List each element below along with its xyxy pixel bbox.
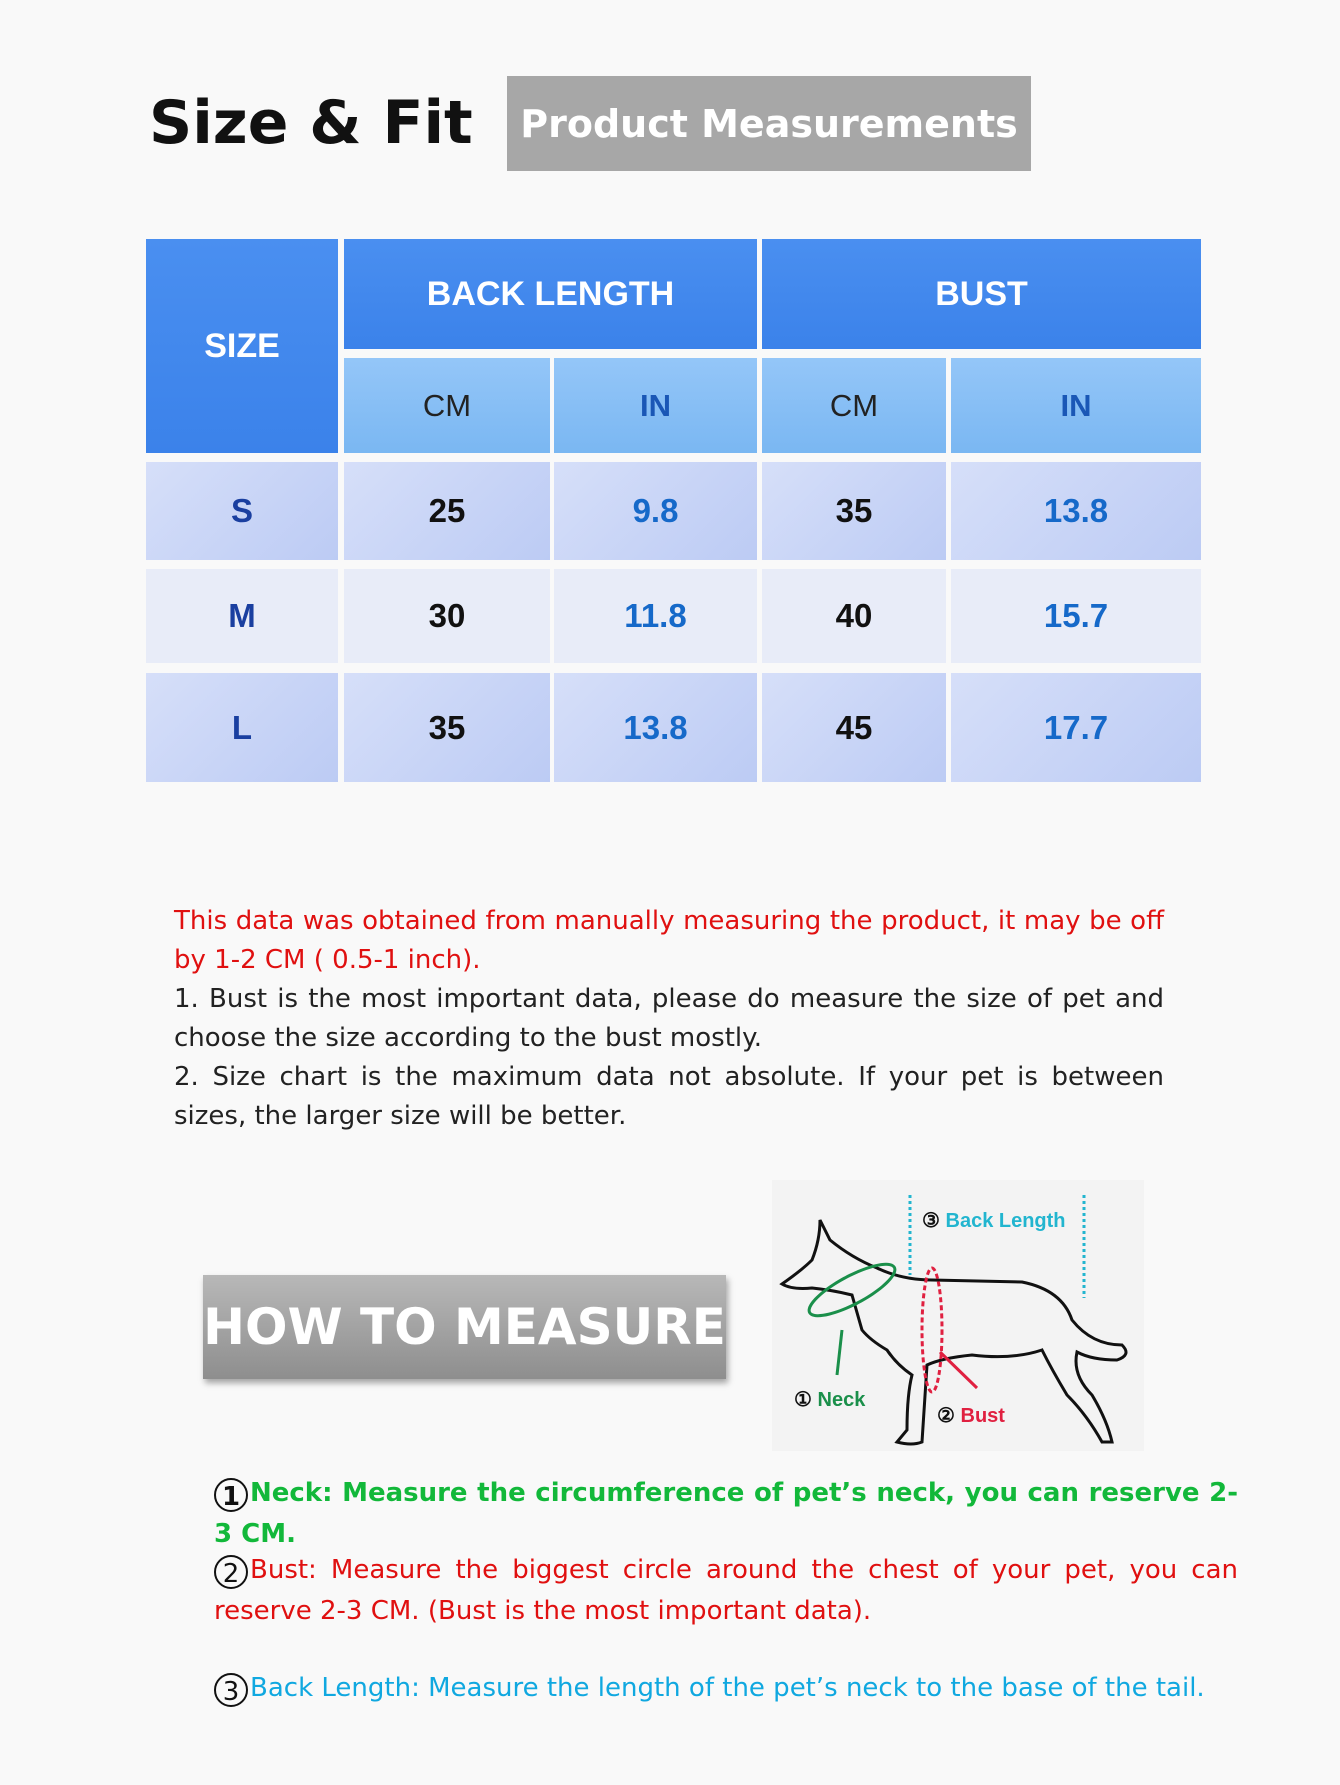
unit-header-cm: CM (344, 358, 550, 453)
instruction-text: Back Length: Measure the length of the p… (250, 1673, 1205, 1703)
bust-cm-cell: 40 (762, 569, 946, 663)
dog-measurement-diagram: ③ Back Length ① Neck ② Bust (772, 1180, 1144, 1451)
diagram-label-neck: Neck (818, 1389, 867, 1411)
back-cm-cell: 25 (344, 462, 550, 560)
accuracy-warning: This data was obtained from manually mea… (174, 906, 1164, 975)
size-cell: S (146, 462, 338, 560)
bust-cm-cell: 35 (762, 462, 946, 560)
diagram-label-bust: Bust (961, 1405, 1006, 1427)
unit-header-in: IN (951, 358, 1201, 453)
back-in-cell: 9.8 (554, 462, 757, 560)
product-measurements-badge: Product Measurements (507, 76, 1031, 171)
instruction-text: Neck: Measure the circumference of pet’s… (214, 1478, 1238, 1549)
size-cell: M (146, 569, 338, 663)
instruction-neck: 1 Neck: Measure the circumference of pet’… (214, 1473, 1238, 1555)
diagram-num-3: ③ (922, 1210, 940, 1232)
unit-header-in: IN (554, 358, 757, 453)
diagram-num-2: ② (937, 1405, 955, 1427)
bust-cm-cell: 45 (762, 673, 946, 782)
number-circle-icon: 2 (214, 1555, 248, 1589)
back-in-cell: 13.8 (554, 673, 757, 782)
how-to-measure-banner: HOW TO MEASURE (203, 1275, 726, 1379)
note-bust-important: 1. Bust is the most important data, plea… (174, 984, 1164, 1053)
size-header: SIZE (146, 239, 338, 453)
diagram-num-1: ① (794, 1389, 812, 1411)
svg-text:① Neck: ① Neck (794, 1389, 866, 1411)
bust-in-cell: 17.7 (951, 673, 1201, 782)
unit-header-cm: CM (762, 358, 946, 453)
back-in-cell: 11.8 (554, 569, 757, 663)
number-circle-icon: 3 (214, 1673, 248, 1707)
back-length-header: BACK LENGTH (344, 239, 757, 349)
measurement-notes: This data was obtained from manually mea… (174, 902, 1164, 1136)
dog-silhouette-icon: ③ Back Length ① Neck ② Bust (779, 1195, 1128, 1446)
instruction-back-length: 3 Back Length: Measure the length of the … (214, 1668, 1238, 1709)
number-circle-icon: 1 (214, 1478, 248, 1512)
bust-in-cell: 13.8 (951, 462, 1201, 560)
instruction-bust: 2 Bust: Measure the biggest circle around… (214, 1550, 1238, 1632)
bust-in-cell: 15.7 (951, 569, 1201, 663)
size-cell: L (146, 673, 338, 782)
svg-text:② Bust: ② Bust (937, 1405, 1005, 1427)
note-size-chart-max: 2. Size chart is the maximum data not ab… (174, 1062, 1164, 1131)
diagram-label-back-length: Back Length (946, 1210, 1066, 1232)
back-cm-cell: 35 (344, 673, 550, 782)
instruction-text: Bust: Measure the biggest circle around … (214, 1555, 1238, 1626)
svg-text:③ Back Length: ③ Back Length (922, 1210, 1066, 1232)
page-title: Size & Fit (149, 88, 473, 158)
back-cm-cell: 30 (344, 569, 550, 663)
bust-header: BUST (762, 239, 1201, 349)
